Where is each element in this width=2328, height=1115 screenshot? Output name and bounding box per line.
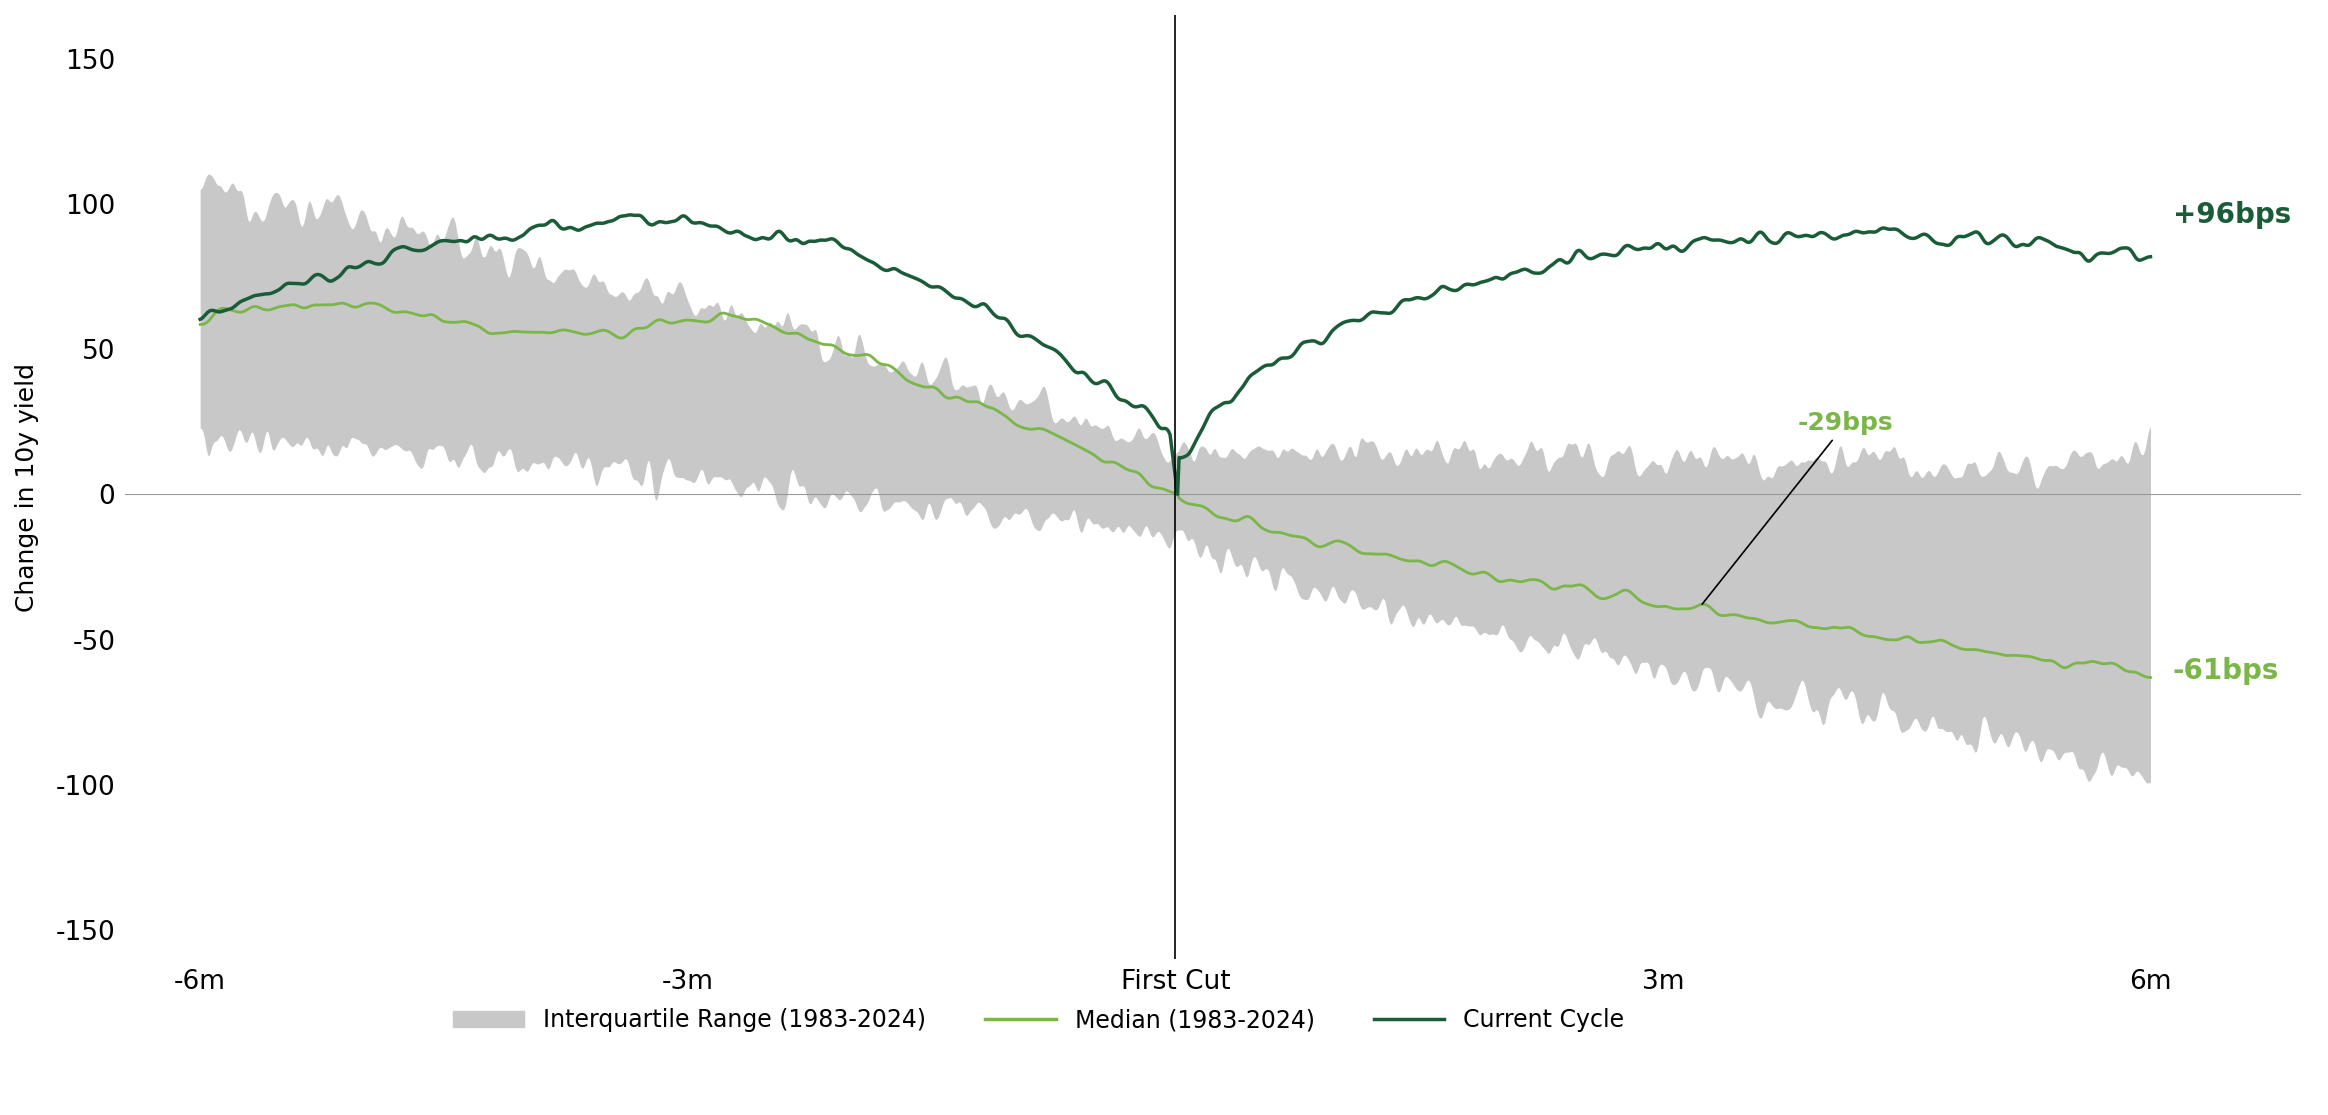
Legend: Interquartile Range (1983-2024), Median (1983-2024), Current Cycle: Interquartile Range (1983-2024), Median … (445, 999, 1634, 1041)
Text: +96bps: +96bps (2172, 202, 2291, 230)
Text: -29bps: -29bps (1702, 411, 1893, 604)
Text: -61bps: -61bps (2172, 658, 2279, 686)
Y-axis label: Change in 10y yield: Change in 10y yield (14, 362, 40, 611)
